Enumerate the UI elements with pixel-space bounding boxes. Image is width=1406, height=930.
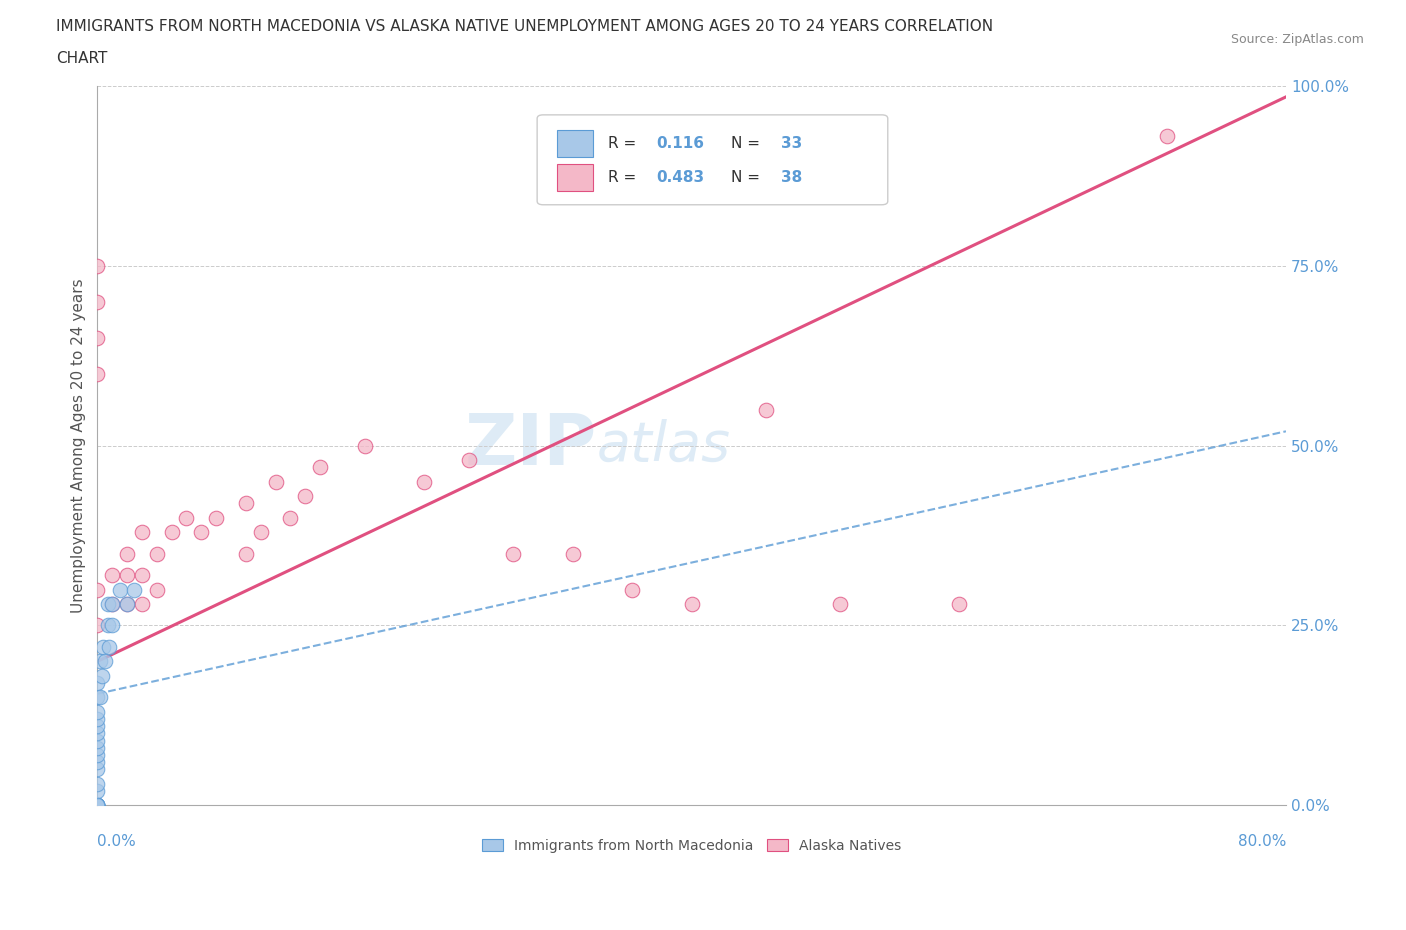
Text: atlas: atlas (596, 419, 731, 472)
Point (108, 582, 131, 597)
Text: R =: R = (609, 136, 637, 152)
Point (101, 567, 124, 582)
Text: 38: 38 (780, 170, 801, 185)
Point (97, 618, 120, 633)
Text: ZIP: ZIP (464, 411, 596, 480)
Text: N =: N = (731, 170, 759, 185)
FancyBboxPatch shape (557, 164, 593, 191)
Point (457, 453, 479, 468)
Text: IMMIGRANTS FROM NORTH MACEDONIA VS ALASKA NATIVE UNEMPLOYMENT AMONG AGES 20 TO 2: IMMIGRANTS FROM NORTH MACEDONIA VS ALASK… (56, 19, 994, 33)
Point (86, 259, 108, 273)
Point (1156, 129, 1178, 144)
Point (160, 525, 183, 539)
Text: R =: R = (609, 170, 637, 185)
Point (561, 546, 583, 561)
Point (86, 798, 108, 813)
Point (86, 798, 108, 813)
Point (101, 596, 124, 611)
Point (90, 669, 112, 684)
Point (830, 596, 852, 611)
Point (86, 783, 108, 798)
Point (280, 511, 302, 525)
Point (86, 798, 108, 813)
Point (86, 618, 108, 633)
Text: Source: ZipAtlas.com: Source: ZipAtlas.com (1230, 33, 1364, 46)
Point (86, 295, 108, 310)
Text: CHART: CHART (56, 51, 108, 66)
Text: 0.0%: 0.0% (97, 834, 136, 849)
Point (309, 459, 332, 474)
FancyBboxPatch shape (557, 130, 593, 157)
Point (146, 582, 169, 597)
Point (413, 474, 436, 489)
Point (124, 582, 146, 597)
Point (131, 567, 153, 582)
Text: N =: N = (731, 136, 759, 152)
Point (86, 798, 108, 813)
Point (86, 711, 108, 726)
Point (115, 546, 138, 561)
Point (205, 511, 228, 525)
Point (176, 511, 198, 525)
Point (86, 740, 108, 755)
Point (621, 582, 644, 597)
Point (294, 488, 316, 503)
Point (86, 762, 108, 777)
Point (86, 748, 108, 763)
Point (264, 474, 287, 489)
Point (86, 330, 108, 345)
Text: 0.483: 0.483 (657, 170, 704, 185)
Point (115, 596, 138, 611)
Point (86, 798, 108, 813)
Point (86, 733, 108, 748)
Point (502, 546, 524, 561)
Point (115, 596, 138, 611)
Point (101, 618, 124, 633)
Point (681, 596, 703, 611)
Point (91, 640, 114, 655)
Point (249, 525, 271, 539)
Point (89, 690, 111, 705)
Point (86, 582, 108, 597)
Point (190, 525, 212, 539)
Point (755, 403, 778, 418)
Point (86, 704, 108, 719)
Point (86, 690, 108, 705)
Point (353, 438, 375, 453)
Point (86, 726, 108, 741)
Text: 0.116: 0.116 (657, 136, 704, 152)
Y-axis label: Unemployment Among Ages 20 to 24 years: Unemployment Among Ages 20 to 24 years (72, 278, 86, 613)
Text: 80.0%: 80.0% (1237, 834, 1286, 849)
Point (89, 654, 111, 669)
FancyBboxPatch shape (537, 115, 887, 205)
Point (86, 754, 108, 769)
Point (131, 525, 153, 539)
Text: 33: 33 (780, 136, 801, 152)
Point (86, 719, 108, 734)
Point (86, 798, 108, 813)
Point (101, 596, 124, 611)
Point (235, 546, 257, 561)
Point (146, 546, 169, 561)
Point (131, 596, 153, 611)
Point (94, 654, 117, 669)
Point (98, 640, 121, 655)
Legend: Immigrants from North Macedonia, Alaska Natives: Immigrants from North Macedonia, Alaska … (475, 831, 908, 859)
Point (86, 675, 108, 690)
Point (86, 798, 108, 813)
Point (86, 777, 108, 791)
Point (115, 567, 138, 582)
Point (235, 496, 257, 511)
Point (86, 366, 108, 381)
Point (948, 596, 970, 611)
Point (97, 596, 120, 611)
